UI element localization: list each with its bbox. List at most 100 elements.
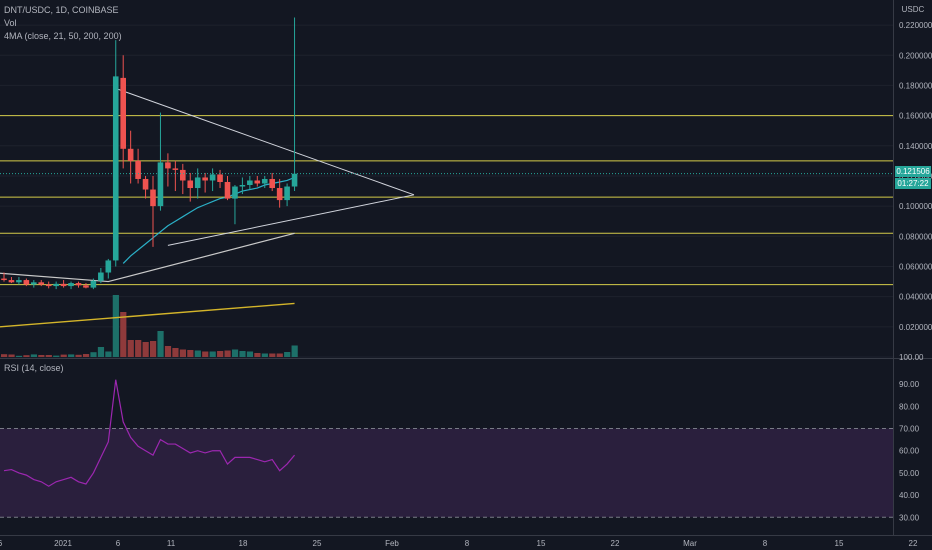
volume-bar [112,295,119,357]
candle-body [112,76,119,261]
candle-body [261,178,268,184]
rsi-tick-label: 80.00 [899,402,920,411]
rsi-tick-label: 60.00 [899,447,920,456]
time-tick-label: Mar [683,539,697,548]
currency-label: USDC [901,5,925,14]
candle-body [120,77,126,149]
candle-body [75,283,82,286]
volume-bar [15,355,23,357]
volume-bar [202,351,209,357]
volume-bar [157,331,164,357]
candle-body [217,174,223,182]
rsi-tick-label: 50.00 [899,469,920,478]
volume-bar [261,353,268,357]
price-tick-label: 0.020000 [899,323,932,332]
ma-slow-line [0,232,295,283]
price-tick-label: 100.00 [899,353,924,362]
volume-bar [269,353,276,357]
volume-bar [127,340,134,357]
candle-body [254,180,261,184]
upper-trendline[interactable] [115,87,415,196]
chart-legend: DNT/USDC, 1D, COINBASE Vol 4MA (close, 2… [4,4,122,43]
volume-bar [164,346,172,357]
volume-bar [224,350,231,357]
candle-body [38,282,45,285]
volume-bar [172,348,179,357]
candle-body [105,260,112,273]
time-tick-label: 8 [763,539,768,548]
candle-body [209,174,216,181]
rsi-label: RSI (14, close) [4,363,64,373]
candle-body [202,177,208,181]
rsi-legend: RSI (14, close) [4,362,64,375]
candle-body [180,169,186,181]
volume-bar [23,355,30,357]
time-tick-label: Feb [385,539,399,548]
lower-trendline[interactable] [167,194,415,246]
volume-bar [1,354,8,357]
volume-bar [150,341,157,357]
volume-bar [68,354,75,357]
price-tick-label: 0.040000 [899,293,932,302]
ma-fast-line [122,176,295,264]
price-tick-label: 0.220000 [899,21,932,30]
volume-bar [291,345,298,357]
candle-body [31,282,37,285]
candle-body [98,272,104,281]
symbol-label: DNT/USDC, 1D, COINBASE [4,5,119,15]
time-tick-label: 2021 [54,539,72,548]
price-tick-label: 0.140000 [899,142,932,151]
candle-body [16,280,22,283]
rsi-line [3,379,296,487]
volume-bar [90,352,97,357]
candle-body [23,280,30,285]
volume-bar [135,340,142,357]
rsi-tick-label: 40.00 [899,491,920,500]
candle-body [90,280,97,288]
candle-body [194,177,201,189]
time-tick-label: 18 [239,539,248,548]
volume-bar [254,353,261,357]
volume-bar [60,354,67,357]
last-price-tag: 0.121506 [895,166,931,177]
volume-bar [8,354,15,357]
price-tick-label: 0.180000 [899,81,932,90]
time-tick-label: 8 [465,539,470,548]
volume-bar [276,353,283,357]
candle-body [45,284,52,287]
time-tick-label: 25 [313,539,322,548]
candle-body [247,180,253,186]
candle-body [291,173,298,187]
price-tick-label: 0.100000 [899,202,932,211]
volume-bar [246,351,254,357]
time-tick-label: 6 [0,539,3,548]
candle-body [232,186,238,199]
candle-body [224,181,231,199]
candle-body [157,162,164,207]
rsi-tick-label: 70.00 [899,425,920,434]
time-tick-label: 15 [537,539,546,548]
price-tick-label: 0.200000 [899,51,932,60]
countdown-tag: 01:27:22 [895,178,931,189]
candle-body [187,180,194,189]
volume-bar [179,349,186,357]
volume-bar [38,355,45,357]
volume-bar [194,350,201,357]
candle-body [150,189,156,207]
volume-bar [284,352,291,357]
volume-bar [45,355,52,357]
candle-body [172,168,179,170]
price-tick-label: 0.080000 [899,232,932,241]
time-tick-label: 6 [116,539,121,548]
volume-bar [231,349,239,357]
volume-bar [217,351,224,357]
volume-bar [75,354,82,357]
volume-bar [187,350,194,357]
time-tick-label: 22 [909,539,918,548]
ma-200-line [0,302,295,328]
rsi-tick-label: 30.00 [899,513,920,522]
candle-body [269,178,275,189]
price-tick-label: 0.160000 [899,112,932,121]
candle-body [135,160,141,179]
